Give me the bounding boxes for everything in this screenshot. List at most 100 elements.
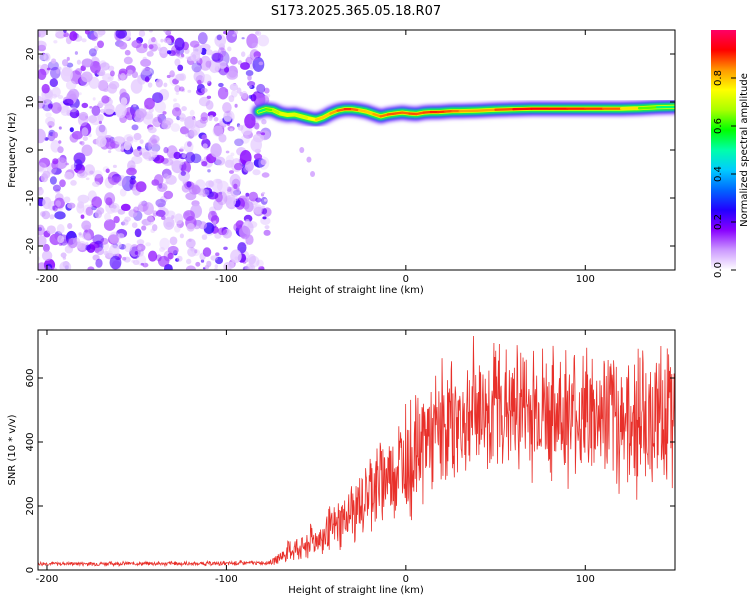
noise-blob: [261, 119, 267, 125]
y-tick-label: 200: [25, 496, 36, 515]
noise-blob: [183, 210, 195, 221]
noise-blob: [163, 146, 169, 154]
noise-blob: [107, 176, 112, 180]
noise-blob: [110, 70, 115, 77]
noise-blob: [124, 216, 131, 222]
noise-blob: [188, 185, 201, 195]
noise-blob: [38, 30, 46, 35]
noise-blob: [211, 223, 217, 228]
noise-blob: [85, 206, 94, 216]
noise-blob: [159, 247, 165, 252]
noise-blob: [167, 252, 174, 260]
noise-blob: [49, 233, 61, 246]
noise-blob: [247, 81, 256, 87]
noise-blob: [234, 138, 244, 147]
noise-blob: [248, 94, 252, 99]
noise-blob: [100, 62, 110, 71]
noise-blob: [126, 136, 134, 142]
noise-blob: [78, 92, 82, 96]
noise-blob: [244, 161, 254, 172]
noise-blob: [176, 255, 183, 262]
noise-blob: [142, 56, 148, 63]
noise-blob: [239, 91, 244, 97]
noise-blob: [57, 66, 62, 71]
ridge-core-segment: [401, 111, 411, 115]
noise-blob: [95, 258, 103, 268]
noise-blob: [210, 255, 218, 261]
noise-blob: [163, 117, 174, 126]
ridge-core-segment: [293, 113, 303, 118]
noise-blob: [120, 97, 128, 106]
noise-blob: [137, 246, 142, 251]
noise-blob: [155, 209, 166, 217]
noise-blob: [85, 242, 89, 245]
noise-blob: [174, 58, 181, 67]
noise-blob: [140, 58, 152, 67]
noise-blob: [230, 185, 241, 197]
noise-blob: [134, 251, 139, 255]
noise-blob: [261, 172, 270, 178]
noise-blob: [122, 256, 127, 261]
noise-blob: [230, 152, 235, 157]
noise-blob: [153, 174, 164, 186]
noise-blob: [253, 153, 263, 160]
noise-blob: [42, 196, 52, 210]
spectrogram-y-ticks: -20 -10 0 10 20: [25, 48, 675, 254]
noise-blob: [233, 196, 239, 202]
noise-blob: [82, 204, 93, 216]
y-tick-label: -20: [25, 238, 36, 254]
x-tick-label: 100: [576, 274, 595, 285]
noise-blob: [197, 32, 208, 45]
noise-blob: [213, 117, 219, 122]
noise-blob: [130, 175, 136, 180]
noise-blob: [131, 259, 136, 263]
noise-blob: [225, 150, 230, 154]
noise-blob: [247, 74, 252, 81]
noise-blob: [42, 170, 51, 179]
noise-blob: [223, 246, 228, 250]
noise-blob: [93, 30, 104, 38]
noise-blob: [228, 95, 235, 103]
noise-blob: [223, 110, 233, 122]
noise-blob: [247, 221, 258, 229]
noise-blob: [136, 239, 145, 245]
noise-blob: [163, 37, 172, 44]
noise-blob: [57, 146, 64, 154]
noise-blob: [103, 219, 116, 231]
noise-blob: [224, 159, 235, 168]
noise-blob: [65, 162, 69, 166]
noise-blob: [201, 74, 212, 84]
noise-blob: [70, 180, 77, 186]
noise-blob: [111, 176, 121, 184]
noise-blob: [143, 43, 148, 49]
noise-blob: [177, 64, 184, 72]
noise-blob: [179, 159, 185, 165]
noise-blob: [38, 31, 41, 38]
snr-panel: -200 -100 0 100 0 200 400 600 Height of straig…: [7, 329, 676, 596]
noise-blob: [175, 73, 185, 81]
noise-blob: [109, 255, 122, 270]
noise-blob: [211, 52, 222, 62]
noise-blob: [81, 220, 92, 231]
noise-blob: [230, 56, 238, 65]
noise-blob: [160, 38, 164, 43]
ridge-core-segment: [314, 116, 325, 121]
noise-blob: [233, 162, 243, 171]
noise-blob: [103, 88, 109, 92]
noise-blob: [187, 247, 197, 257]
ridge-core-segment: [372, 112, 382, 118]
noise-blob: [237, 242, 247, 254]
noise-blob: [161, 215, 166, 220]
noise-blob: [174, 37, 185, 51]
noise-blob: [218, 60, 227, 69]
noise-blob: [201, 134, 208, 141]
noise-blob: [174, 225, 181, 233]
noise-blob: [148, 44, 154, 50]
ridge-core-segment: [415, 111, 425, 116]
noise-blob: [56, 224, 65, 234]
noise-blob: [113, 216, 120, 224]
noise-blob: [120, 146, 125, 150]
noise-blob: [92, 181, 100, 188]
